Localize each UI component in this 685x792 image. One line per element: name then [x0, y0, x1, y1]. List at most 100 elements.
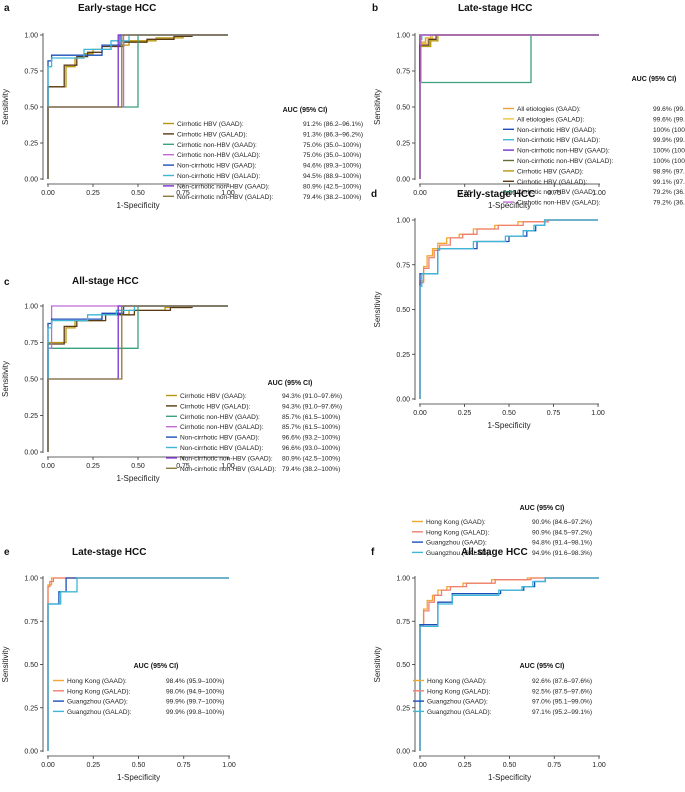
legend-auc-value: 94.8% (91.4–98.1%) — [532, 540, 592, 547]
legend: AUC (95% CI) All etiologies (GAAD): 99.6% … — [503, 76, 685, 207]
legend-label: Cirrhotic non-HBV (GALAD): — [180, 424, 264, 431]
y-tick-label: 0.50 — [396, 105, 410, 112]
legend-label: Guangzhou (GALAD): — [67, 709, 132, 716]
roc-curve-5 — [47, 34, 228, 179]
roc-curve-4 — [419, 219, 598, 399]
panel-title: Early-stage HCC — [78, 3, 156, 14]
y-tick-label: 0.00 — [396, 397, 410, 404]
x-axis-label: 1-Specificity — [117, 773, 160, 782]
legend-auc-value: 85.7% (61.5–100%) — [282, 424, 340, 431]
y-tick-label: 0.50 — [24, 377, 38, 384]
roc-curve-8 — [47, 34, 228, 179]
legend-label: Cirrhotic non-HBV (GAAD): — [517, 189, 597, 196]
y-tick-label: 0.50 — [396, 307, 410, 314]
panel-letter: d — [371, 189, 377, 200]
y-tick-label: 0.75 — [24, 340, 38, 347]
legend-auc-value: 94.3% (91.0–97.6%) — [282, 403, 342, 410]
panel-title: All-stage HCC — [72, 276, 139, 287]
legend-auc-value: 91.3% (86.3–96.2%) — [303, 131, 363, 138]
y-tick-label: 0.25 — [24, 141, 38, 148]
legend-label: Hong Kong (GAAD): — [427, 678, 487, 685]
panel-b: b Late-stage HCC 0.00 0.25 0.50 0.75 1.00 0.00 0… — [372, 3, 685, 210]
y-tick-label: 0.25 — [24, 413, 38, 420]
y-tick-label: 0.75 — [24, 619, 38, 626]
panel-title: Late-stage HCC — [458, 3, 532, 14]
x-tick-label: 1.00 — [592, 762, 606, 769]
y-tick-label: 0.50 — [396, 662, 410, 669]
legend-auc-value: 80.9% (42.5–100%) — [282, 455, 340, 462]
panel-d: d Early-stage HCC 0.00 0.25 0.50 0.75 1.00 0.00… — [371, 189, 605, 557]
legend-label: Guangzhou (GAAD): — [67, 699, 128, 706]
y-tick-label: 0.00 — [24, 450, 38, 457]
legend-auc-value: 98.0% (94.9–100%) — [166, 688, 224, 695]
x-tick-label: 0.25 — [86, 762, 100, 769]
roc-curve-4 — [47, 577, 229, 751]
x-axis-label: 1-Specificity — [488, 201, 531, 210]
legend-auc-value: 99.9% (99.7–100%) — [653, 137, 685, 144]
x-tick-label: 0.25 — [458, 190, 472, 197]
roc-curve-4 — [419, 577, 599, 751]
y-tick-label: 0.75 — [396, 262, 410, 269]
roc-curve-6 — [47, 305, 228, 452]
legend-label: Guangzhou (GALAD): — [426, 550, 491, 557]
legend-label: Cirrhotic HBV (GALAD): — [517, 179, 588, 186]
legend-label: Cirrhotic non-HBV (GAAD): — [177, 142, 257, 149]
x-tick-label: 1.00 — [221, 463, 235, 470]
panel-letter: a — [4, 3, 10, 14]
legend-auc-value: 79.2% (36.6–100%) — [653, 189, 685, 196]
legend-label: Non-cirrhotic HBV (GAAD): — [177, 163, 257, 170]
panel-title: Late-stage HCC — [72, 547, 146, 558]
legend-auc-value: 99.6% (99.2–99.9%) — [653, 116, 685, 123]
y-tick-label: 0.25 — [396, 141, 410, 148]
x-tick-label: 1.00 — [591, 410, 605, 417]
panel-letter: c — [4, 277, 10, 288]
y-tick-label: 0.25 — [24, 705, 38, 712]
x-tick-label: 0.25 — [86, 463, 100, 470]
legend-auc-value: 91.2% (86.2–96.1%) — [303, 121, 363, 128]
roc-curve-3 — [419, 219, 598, 399]
legend-title: AUC (95% CI) — [520, 663, 565, 670]
legend-auc-value: 96.6% (93.2–100%) — [282, 435, 340, 442]
legend-auc-value: 96.6% (93.0–100%) — [282, 445, 340, 452]
y-tick-label: 0.00 — [396, 749, 410, 756]
legend-title: AUC (95% CI) — [134, 663, 179, 670]
legend-auc-value: 97.1% (95.2–99.1%) — [532, 709, 592, 716]
y-tick-label: 0.75 — [396, 619, 410, 626]
legend-title: AUC (95% CI) — [283, 107, 328, 114]
x-tick-label: 1.00 — [592, 190, 606, 197]
legend-label: Non-cirrhotic HBV (GALAD): — [517, 137, 600, 144]
panel-letter: e — [4, 547, 10, 558]
legend-auc-value: 98.4% (95.9–100%) — [166, 678, 224, 685]
x-tick-label: 0.25 — [86, 190, 100, 197]
legend-auc-value: 94.5% (88.9–100%) — [303, 173, 361, 180]
legend-label: Guangzhou (GALAD): — [427, 709, 492, 716]
panel-letter: b — [372, 3, 378, 14]
legend-label: Guangzhou (GAAD): — [427, 699, 488, 706]
legend-label: Non-cirrhotic HBV (GAAD): — [517, 127, 597, 134]
panel-title: All-stage HCC — [461, 547, 528, 558]
x-tick-label: 0.50 — [131, 463, 145, 470]
x-axis-label: 1-Specificity — [116, 201, 159, 210]
legend-auc-value: 100% (100–100%) — [653, 148, 685, 155]
legend-label: Non-cirrhotic HBV (GAAD): — [180, 435, 260, 442]
legend-label: Non-cirrhotic non-HBV (GALAD): — [517, 158, 614, 165]
x-tick-label: 0.00 — [413, 190, 427, 197]
x-tick-label: 0.50 — [502, 410, 516, 417]
legend-label: Hong Kong (GAAD): — [426, 519, 486, 526]
legend-label: Cirrhotic HBV (GAAD): — [177, 121, 244, 128]
y-tick-label: 1.00 — [24, 33, 38, 40]
legend-label: Non-cirrhotic non-HBV (GAAD): — [180, 455, 273, 462]
roc-curve-1 — [419, 219, 598, 399]
x-tick-label: 0.75 — [176, 190, 190, 197]
legend-label: Non-cirrhotic non-HBV (GAAD): — [517, 148, 610, 155]
x-tick-label: 0.75 — [547, 410, 561, 417]
legend-label: Hong Kong (GAAD): — [67, 678, 127, 685]
x-axis-label: 1-Specificity — [487, 421, 530, 430]
x-tick-label: 0.50 — [131, 190, 145, 197]
roc-curve-6 — [47, 34, 228, 179]
roc-curve-5 — [47, 305, 228, 452]
legend-label: Cirrhotic non-HBV (GAAD): — [180, 414, 260, 421]
panel-a: a Early-stage HCC 0.00 0.25 0.50 0.75 1.00 0.00… — [1, 3, 363, 210]
y-tick-label: 0.25 — [396, 705, 410, 712]
